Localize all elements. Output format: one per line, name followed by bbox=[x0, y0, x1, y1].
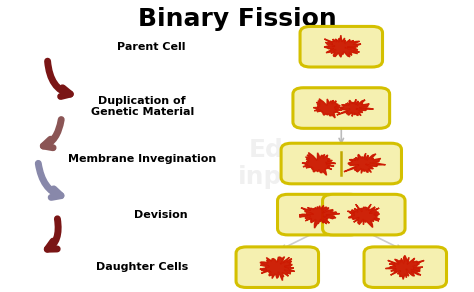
Polygon shape bbox=[324, 35, 361, 57]
Text: Membrane Invegination: Membrane Invegination bbox=[68, 154, 216, 164]
Polygon shape bbox=[337, 99, 374, 117]
FancyBboxPatch shape bbox=[236, 247, 319, 287]
Polygon shape bbox=[385, 256, 424, 279]
FancyBboxPatch shape bbox=[281, 143, 401, 184]
Text: Daughter Cells: Daughter Cells bbox=[96, 262, 188, 272]
Polygon shape bbox=[347, 204, 380, 227]
Text: Devision: Devision bbox=[134, 210, 188, 220]
FancyBboxPatch shape bbox=[293, 88, 390, 128]
Polygon shape bbox=[313, 99, 343, 118]
Text: Duplication of
Genetic Material: Duplication of Genetic Material bbox=[91, 96, 194, 117]
FancyBboxPatch shape bbox=[300, 27, 383, 67]
Text: Parent Cell: Parent Cell bbox=[118, 42, 186, 52]
FancyBboxPatch shape bbox=[364, 247, 447, 287]
Text: Binary Fission: Binary Fission bbox=[137, 7, 337, 31]
FancyBboxPatch shape bbox=[277, 194, 360, 235]
Polygon shape bbox=[260, 257, 294, 281]
Polygon shape bbox=[302, 152, 336, 175]
FancyBboxPatch shape bbox=[322, 194, 405, 235]
Polygon shape bbox=[299, 206, 339, 228]
Polygon shape bbox=[344, 153, 385, 173]
Text: Edu
input: Edu input bbox=[238, 138, 312, 190]
